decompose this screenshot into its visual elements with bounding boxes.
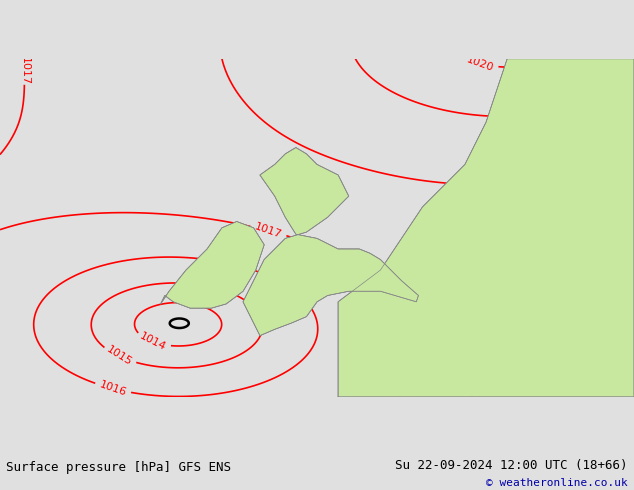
- Text: 1014: 1014: [138, 331, 167, 353]
- Text: 1017: 1017: [20, 56, 29, 85]
- Polygon shape: [338, 59, 634, 397]
- Polygon shape: [160, 221, 264, 308]
- Polygon shape: [243, 147, 418, 336]
- Text: 1015: 1015: [105, 344, 134, 368]
- Polygon shape: [160, 221, 264, 308]
- Text: 1018: 1018: [593, 164, 623, 181]
- Polygon shape: [243, 147, 418, 336]
- Text: 1016: 1016: [98, 379, 127, 398]
- Text: Su 22-09-2024 12:00 UTC (18+66): Su 22-09-2024 12:00 UTC (18+66): [395, 459, 628, 472]
- Text: 1020: 1020: [465, 54, 495, 73]
- Text: © weatheronline.co.uk: © weatheronline.co.uk: [486, 478, 628, 488]
- Text: 1017: 1017: [254, 221, 283, 240]
- Text: 1019: 1019: [583, 92, 612, 113]
- Text: Surface pressure [hPa] GFS ENS: Surface pressure [hPa] GFS ENS: [6, 461, 231, 474]
- Text: 1017: 1017: [469, 374, 493, 403]
- Polygon shape: [338, 59, 634, 397]
